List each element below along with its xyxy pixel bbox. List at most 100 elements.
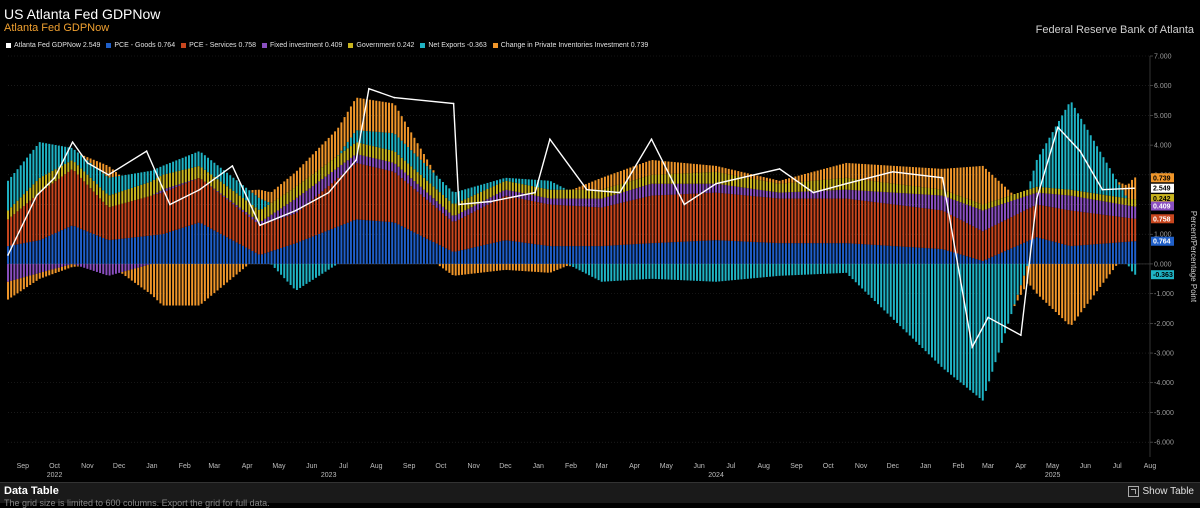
show-table-button[interactable]: Show Table: [1128, 486, 1194, 497]
bar-segment: [131, 188, 133, 201]
bar-segment: [10, 281, 12, 298]
bar-segment: [144, 266, 146, 290]
bar-segment: [23, 194, 25, 206]
bar-segment: [134, 173, 136, 186]
bar-segment: [829, 190, 831, 198]
bar-segment: [810, 264, 812, 274]
bar-segment: [839, 264, 841, 273]
bar-segment: [1115, 179, 1117, 197]
gdpnow-point: [36, 195, 38, 197]
bar-segment: [388, 162, 390, 171]
bar-segment: [810, 199, 812, 244]
bar-segment: [953, 168, 955, 194]
bar-segment: [134, 200, 136, 237]
bar-segment: [334, 264, 336, 266]
bar-segment: [918, 167, 920, 186]
bar-segment: [737, 264, 739, 280]
bar-segment: [629, 244, 631, 264]
bar-segment: [1026, 190, 1028, 196]
bar-segment: [531, 195, 533, 201]
bar-segment: [664, 174, 666, 184]
bar-segment: [696, 184, 698, 194]
bar-segment: [496, 185, 498, 194]
bar-segment: [852, 264, 854, 279]
bar-segment: [1039, 193, 1041, 205]
bar-segment: [820, 170, 822, 180]
bar-segment: [953, 200, 955, 217]
bar-segment: [706, 264, 708, 281]
bar-segment: [445, 216, 447, 248]
bar-segment: [83, 264, 85, 268]
x-tick-label: Aug: [1144, 463, 1157, 470]
gdpnow-point: [295, 210, 297, 212]
bar-segment: [442, 213, 444, 246]
bar-segment: [969, 206, 971, 225]
legend-item-net-exports[interactable]: Net Exports -0.363: [420, 42, 486, 49]
bar-segment: [537, 196, 539, 202]
bar-segment: [944, 212, 946, 250]
bar-segment: [1052, 241, 1054, 264]
bar-segment: [1071, 211, 1073, 246]
bar-segment: [725, 241, 727, 264]
bar-segment: [296, 213, 298, 243]
bar-segment: [1014, 247, 1016, 264]
bar-segment: [658, 243, 660, 264]
bar-segment: [290, 264, 292, 285]
bar-segment: [648, 264, 650, 279]
bar-segment: [274, 201, 276, 213]
bar-segment: [750, 242, 752, 264]
bar-segment: [131, 264, 133, 269]
legend-label: Atlanta Fed GDPNow 2.549: [14, 42, 100, 49]
bar-segment: [17, 279, 19, 293]
x-tick-label: Dec: [887, 463, 900, 470]
gdpnow-point: [146, 150, 148, 152]
bar-segment: [1026, 196, 1028, 209]
bar-segment: [379, 132, 381, 148]
bar-segment: [737, 241, 739, 264]
bar-segment: [553, 205, 555, 246]
bar-segment: [690, 164, 692, 173]
legend-item-government[interactable]: Government 0.242: [348, 42, 414, 49]
bar-segment: [36, 181, 38, 195]
bar-segment: [264, 201, 266, 207]
bar-segment: [401, 116, 403, 141]
bar-segment: [687, 163, 689, 173]
bar-segment: [445, 264, 447, 271]
bar-segment: [909, 206, 911, 247]
legend-item-gdpnow[interactable]: Atlanta Fed GDPNow 2.549: [6, 42, 100, 49]
bar-segment: [178, 171, 180, 184]
bar-segment: [585, 199, 587, 207]
bar-segment: [337, 155, 339, 167]
bar-segment: [661, 195, 663, 243]
bar-segment: [39, 193, 41, 241]
bar-segment: [667, 195, 669, 243]
bar-segment: [105, 176, 107, 193]
bar-segment: [147, 264, 149, 265]
x-tick-label: Jul: [726, 463, 735, 470]
bar-segment: [588, 190, 590, 199]
bar-segment: [772, 183, 774, 192]
bar-segment: [48, 270, 50, 275]
bar-segment: [883, 264, 885, 311]
bar-segment: [58, 268, 60, 272]
bar-segment: [147, 197, 149, 236]
legend-item-pce-goods[interactable]: PCE - Goods 0.764: [106, 42, 175, 49]
bar-segment: [645, 185, 647, 197]
bar-segment: [667, 264, 669, 280]
legend-item-inventories[interactable]: Change in Private Inventories Investment…: [493, 42, 648, 49]
bar-segment: [540, 188, 542, 197]
bar-segment: [388, 171, 390, 222]
legend-item-fixed-investment[interactable]: Fixed investment 0.409: [262, 42, 342, 49]
bar-segment: [182, 185, 184, 228]
bar-segment: [683, 163, 685, 173]
bar-segment: [115, 177, 117, 194]
bar-segment: [401, 178, 403, 226]
bar-segment: [436, 244, 438, 264]
bar-segment: [626, 245, 628, 264]
legend-item-pce-services[interactable]: PCE - Services 0.758: [181, 42, 256, 49]
x-tick-label: Feb: [179, 463, 191, 470]
bar-segment: [480, 246, 482, 264]
bar-segment: [1036, 264, 1038, 294]
bar-segment: [559, 190, 561, 199]
